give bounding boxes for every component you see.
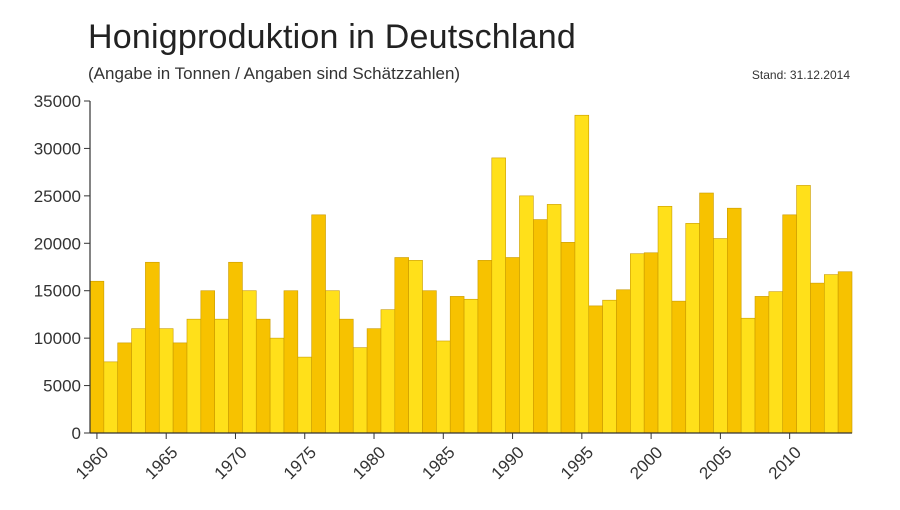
bar-1994 [560, 242, 576, 434]
bar-2007 [740, 317, 756, 434]
bar-2008 [754, 296, 770, 434]
y-tick-label: 20000 [34, 234, 81, 253]
bar-2004 [699, 192, 714, 434]
bar-2005 [713, 238, 728, 434]
bar-1997 [602, 299, 617, 434]
bar-1990 [505, 257, 520, 434]
x-tick-label: 1995 [557, 443, 597, 483]
bar-1975 [297, 356, 312, 434]
bar-1970 [228, 261, 243, 434]
bar-1961 [103, 361, 119, 434]
bar-1965 [158, 328, 174, 434]
bar-1981 [380, 309, 396, 434]
x-tick-label: 1960 [72, 443, 112, 483]
bar-1984 [422, 290, 437, 434]
x-tick-label: 1980 [349, 443, 389, 483]
y-tick-label: 5000 [43, 377, 81, 396]
bar-1962 [117, 342, 132, 434]
y-tick-label: 0 [72, 424, 81, 443]
bar-1964 [145, 261, 160, 434]
bar-1971 [242, 290, 257, 434]
x-tick-label: 1970 [211, 443, 251, 483]
bar-1966 [172, 342, 188, 434]
bar-1992 [533, 219, 548, 434]
y-tick-label: 35000 [34, 92, 81, 111]
x-tick-label: 1975 [280, 443, 320, 483]
x-tick-label: 2005 [696, 443, 736, 483]
chart-subtitle: (Angabe in Tonnen / Angaben sind Schätzz… [88, 64, 461, 83]
bar-2011 [796, 185, 811, 434]
y-tick-label: 25000 [34, 187, 81, 206]
bar-1967 [186, 318, 202, 434]
bar-1993 [546, 204, 562, 434]
x-tick-label: 1965 [141, 443, 181, 483]
date-note: Stand: 31.12.2014 [751, 68, 850, 82]
bar-1999 [630, 253, 645, 434]
bar-1998 [616, 289, 631, 434]
bar-1968 [200, 290, 215, 434]
bar-2013 [823, 274, 839, 434]
bar-2009 [768, 291, 784, 434]
bar-1980 [366, 328, 382, 434]
bar-1989 [491, 157, 506, 434]
bar-1991 [519, 195, 534, 434]
bar-1996 [588, 305, 603, 434]
y-tick-label: 15000 [34, 282, 81, 301]
bar-1977 [325, 290, 340, 434]
bar-1982 [394, 257, 409, 434]
bar-2012 [810, 282, 825, 434]
y-tick-label: 30000 [34, 139, 81, 158]
bar-1973 [269, 337, 285, 434]
bar-2001 [657, 205, 673, 434]
bar-1974 [283, 290, 299, 434]
bar-1978 [339, 318, 354, 434]
chart-title: Honigproduktion in Deutschland [88, 18, 576, 56]
bar-1972 [255, 318, 271, 434]
bar-2003 [685, 223, 700, 434]
x-tick-label: 1990 [488, 443, 528, 483]
bar-1988 [477, 260, 493, 434]
y-tick-label: 10000 [34, 329, 81, 348]
bar-1979 [352, 347, 368, 434]
bar-1985 [436, 340, 451, 434]
bar-2002 [671, 300, 687, 434]
bar-2000 [643, 252, 659, 434]
bar-1983 [408, 260, 423, 434]
bar-1969 [214, 318, 229, 434]
bar-1987 [463, 298, 479, 434]
bar-2006 [727, 207, 742, 434]
x-tick-label: 2000 [626, 443, 666, 483]
bar-1995 [574, 114, 590, 434]
x-tick-label: 2010 [765, 443, 805, 483]
x-tick-label: 1985 [418, 443, 458, 483]
bar-1963 [131, 328, 146, 434]
bar-1960 [89, 280, 105, 434]
bar-1986 [449, 296, 465, 434]
bar-2010 [782, 214, 797, 434]
bar-1976 [311, 214, 326, 434]
bar-2014 [837, 271, 853, 434]
